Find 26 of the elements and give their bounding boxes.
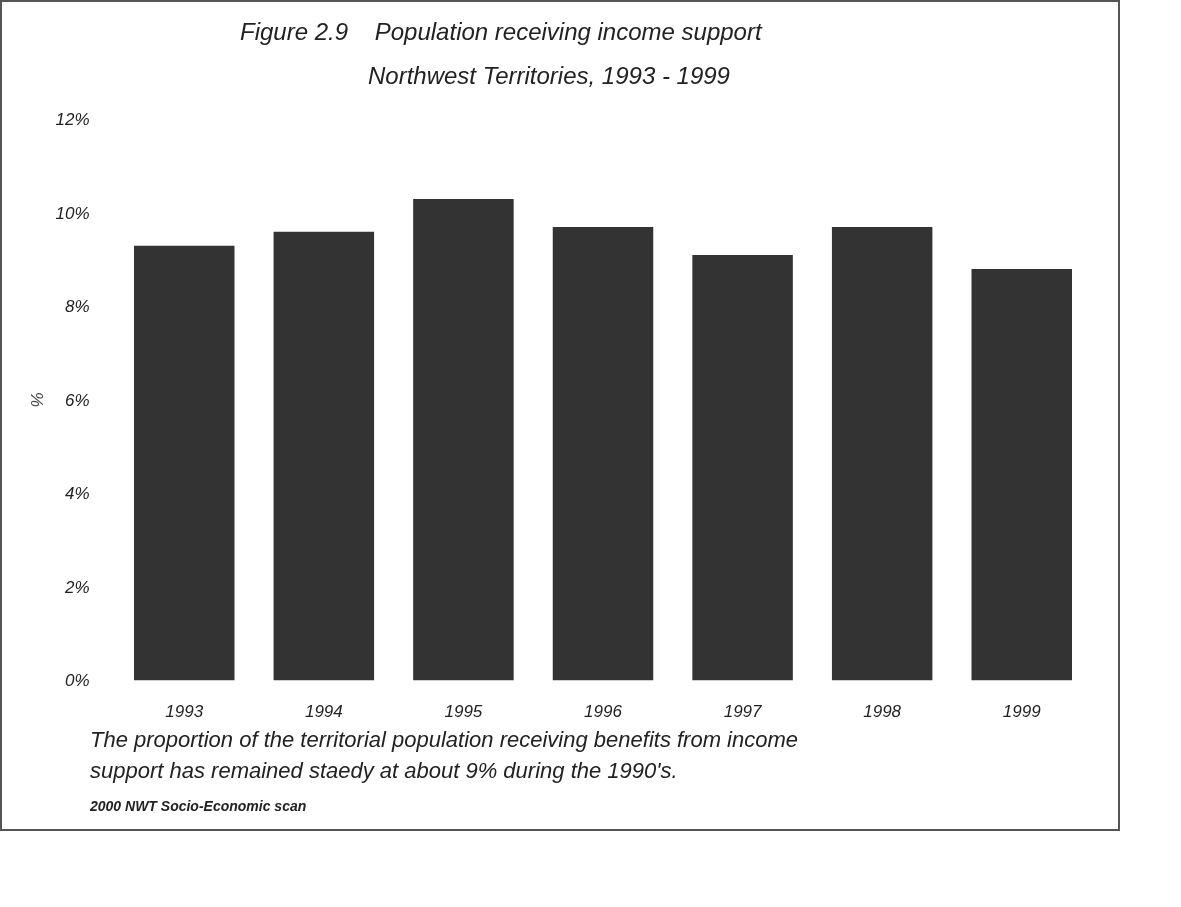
- x-tick-label: 1998: [863, 701, 902, 721]
- x-tick-label: 1999: [1002, 701, 1042, 721]
- x-tick-label: 1997: [723, 701, 763, 721]
- x-tick-label: 1994: [304, 701, 343, 721]
- chart-subtitle: Northwest Territories, 1993 - 1999: [368, 61, 730, 92]
- bar: [273, 231, 375, 681]
- bar: [134, 245, 235, 681]
- chart-title: Figure 2.9 Population receiving income support: [240, 17, 762, 47]
- y-tick-label: 2%: [63, 577, 90, 597]
- bar: [552, 226, 654, 681]
- text: The proportion of the territorial population receiving benefits from income support has remained staedy at about 9% during the 1990's.: [90, 725, 800, 785]
- text: 2000 NWT Socio-Economic scan: [90, 797, 307, 817]
- y-tick-label: 8%: [64, 296, 90, 316]
- bar: [971, 268, 1072, 681]
- bar: [413, 198, 514, 681]
- bar: [831, 226, 933, 681]
- x-tick-label: 1996: [584, 701, 623, 721]
- y-tick-label: 12%: [55, 109, 90, 129]
- y-tick-label: 10%: [55, 203, 90, 223]
- y-tick-label: 0%: [64, 670, 90, 690]
- x-tick-label: 1995: [444, 701, 483, 721]
- y-axis-title: %: [28, 392, 48, 408]
- x-tick-label: 1993: [165, 701, 204, 721]
- y-tick-label: 6%: [64, 390, 90, 410]
- y-tick-label: 4%: [64, 483, 90, 503]
- bar: [692, 254, 793, 681]
